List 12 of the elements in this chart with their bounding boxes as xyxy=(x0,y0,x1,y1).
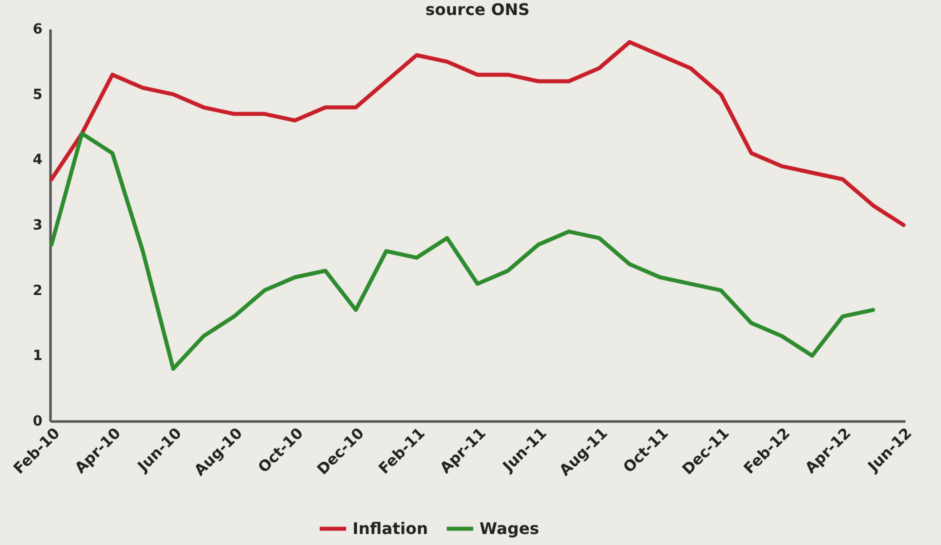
y-tick-label: 1 xyxy=(32,348,42,364)
y-tick-label: 5 xyxy=(32,86,42,103)
y-tick-label: 3 xyxy=(32,218,42,234)
y-tick-label: 6 xyxy=(32,22,42,38)
y-tick-label: 2 xyxy=(32,282,42,299)
y-tick-label: 4 xyxy=(32,152,43,168)
chart-title: source ONS xyxy=(425,0,530,19)
line-series xyxy=(50,132,876,371)
line-series xyxy=(50,40,906,227)
legend-label: Inflation xyxy=(352,518,428,538)
y-tick-label: 0 xyxy=(32,414,43,430)
legend-label: Wages xyxy=(480,518,540,538)
